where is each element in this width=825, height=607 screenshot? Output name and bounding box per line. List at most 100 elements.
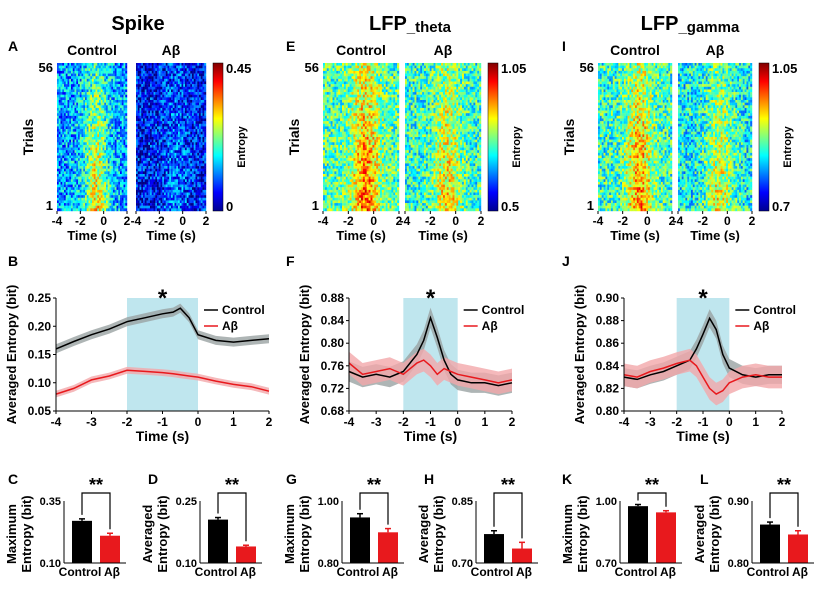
heatmap-cell [141, 92, 144, 95]
heatmap-cell [153, 171, 156, 175]
heatmap-cell [93, 123, 96, 127]
heatmap-cell [92, 113, 94, 117]
heatmap-cell [74, 123, 77, 127]
heatmap-cell [81, 184, 84, 188]
heatmap-cell [162, 166, 165, 169]
heatmap-cell [328, 76, 331, 80]
heatmap-cell [374, 84, 377, 87]
heatmap-cell [155, 105, 158, 109]
heatmap-cell [204, 102, 207, 106]
heatmap-cell [69, 115, 72, 119]
heatmap-cell [141, 81, 144, 85]
heatmap-cell [116, 68, 119, 72]
heatmap-cell [86, 203, 89, 206]
heatmap-cell [376, 81, 379, 85]
heatmap-cell [204, 78, 207, 82]
heatmap-cell [199, 78, 201, 82]
heatmap-cell [362, 89, 365, 93]
heatmap-cell [114, 179, 117, 183]
heatmap-cell [340, 84, 343, 87]
heatmap-cell [342, 92, 345, 95]
heatmap-cell [169, 187, 172, 191]
heatmap-cell [97, 158, 100, 161]
heatmap-cell [137, 160, 140, 164]
heatmap-cell [139, 163, 142, 167]
heatmap-cell [88, 205, 91, 209]
heatmap-cell [144, 144, 147, 148]
heatmap-cell [86, 200, 89, 204]
heatmap-cell [150, 160, 152, 164]
heatmap-cell [193, 171, 196, 175]
heatmap-cell [102, 123, 105, 127]
heatmap-cell [141, 86, 144, 90]
heatmap-cell [183, 97, 186, 101]
heatmap-cell [81, 86, 84, 90]
heatmap-cell [200, 105, 203, 109]
heatmap-cell [190, 131, 193, 135]
heatmap-cell [204, 68, 207, 72]
heatmap-cell [85, 158, 87, 161]
heatmap-cell [92, 65, 94, 69]
heatmap-cell [113, 131, 115, 135]
heatmap-cell [109, 189, 112, 193]
heatmap-cell [165, 73, 168, 77]
heatmap-cell [174, 166, 177, 169]
heatmap-cell [62, 197, 65, 201]
heatmap-cell [195, 144, 198, 148]
heatmap-cell [167, 163, 170, 167]
heatmap-cell [164, 105, 166, 109]
heatmap-cell [111, 81, 114, 85]
heatmap-cell [72, 73, 75, 77]
heatmap-cell [336, 86, 339, 90]
heatmap-cell [137, 158, 140, 161]
heatmap-cell [172, 147, 175, 151]
heatmap-cell [148, 134, 151, 138]
heatmap-cell [195, 184, 198, 188]
heatmap-cell [186, 158, 189, 161]
heatmap-cell [183, 147, 186, 151]
heatmap-cell [64, 78, 66, 82]
heatmap-cell [67, 113, 70, 117]
heatmap-cell [64, 105, 66, 109]
heatmap-cell [160, 118, 163, 122]
heatmap-cell [146, 197, 149, 201]
heatmap-cell [62, 150, 65, 154]
heatmap-cell [193, 168, 196, 172]
heatmap-cell [60, 78, 63, 82]
heatmap-cell [178, 84, 180, 87]
heatmap-cell [71, 174, 73, 177]
heatmap-cell [136, 147, 138, 151]
heatmap-cell [162, 115, 165, 119]
heatmap-cell [141, 171, 144, 175]
heatmap-cell [81, 102, 84, 106]
heatmap-cell [109, 118, 112, 122]
heatmap-cell [116, 105, 119, 109]
heatmap-cell [181, 166, 184, 169]
heatmap-cell [60, 86, 63, 90]
heatmap-cell [93, 105, 96, 109]
heatmap-cell [136, 78, 138, 82]
heatmap-cell [359, 78, 362, 82]
heatmap-cell [385, 68, 388, 72]
heatmap-cell [334, 70, 337, 74]
heatmap-cell [190, 176, 193, 180]
heatmap-cell [114, 166, 117, 169]
heatmap-cell [372, 76, 375, 80]
heatmap-cell [71, 105, 73, 109]
heatmap-cell [137, 118, 140, 122]
heatmap-cell [195, 89, 198, 93]
heatmap-cell [141, 158, 144, 161]
heatmap-cell [202, 197, 205, 201]
heatmap-cell [109, 139, 112, 143]
heatmap-cell [150, 89, 152, 93]
heatmap-cell [188, 86, 191, 90]
heatmap-cell [185, 131, 187, 135]
heatmap-cell [92, 92, 94, 95]
heatmap-cell [69, 65, 72, 69]
heatmap-cell [199, 205, 201, 209]
heatmap-cell [141, 78, 144, 82]
heatmap-cell [158, 189, 161, 193]
heatmap-cell [158, 115, 161, 119]
heatmap-cell [65, 81, 68, 85]
heatmap-cell [125, 139, 128, 143]
